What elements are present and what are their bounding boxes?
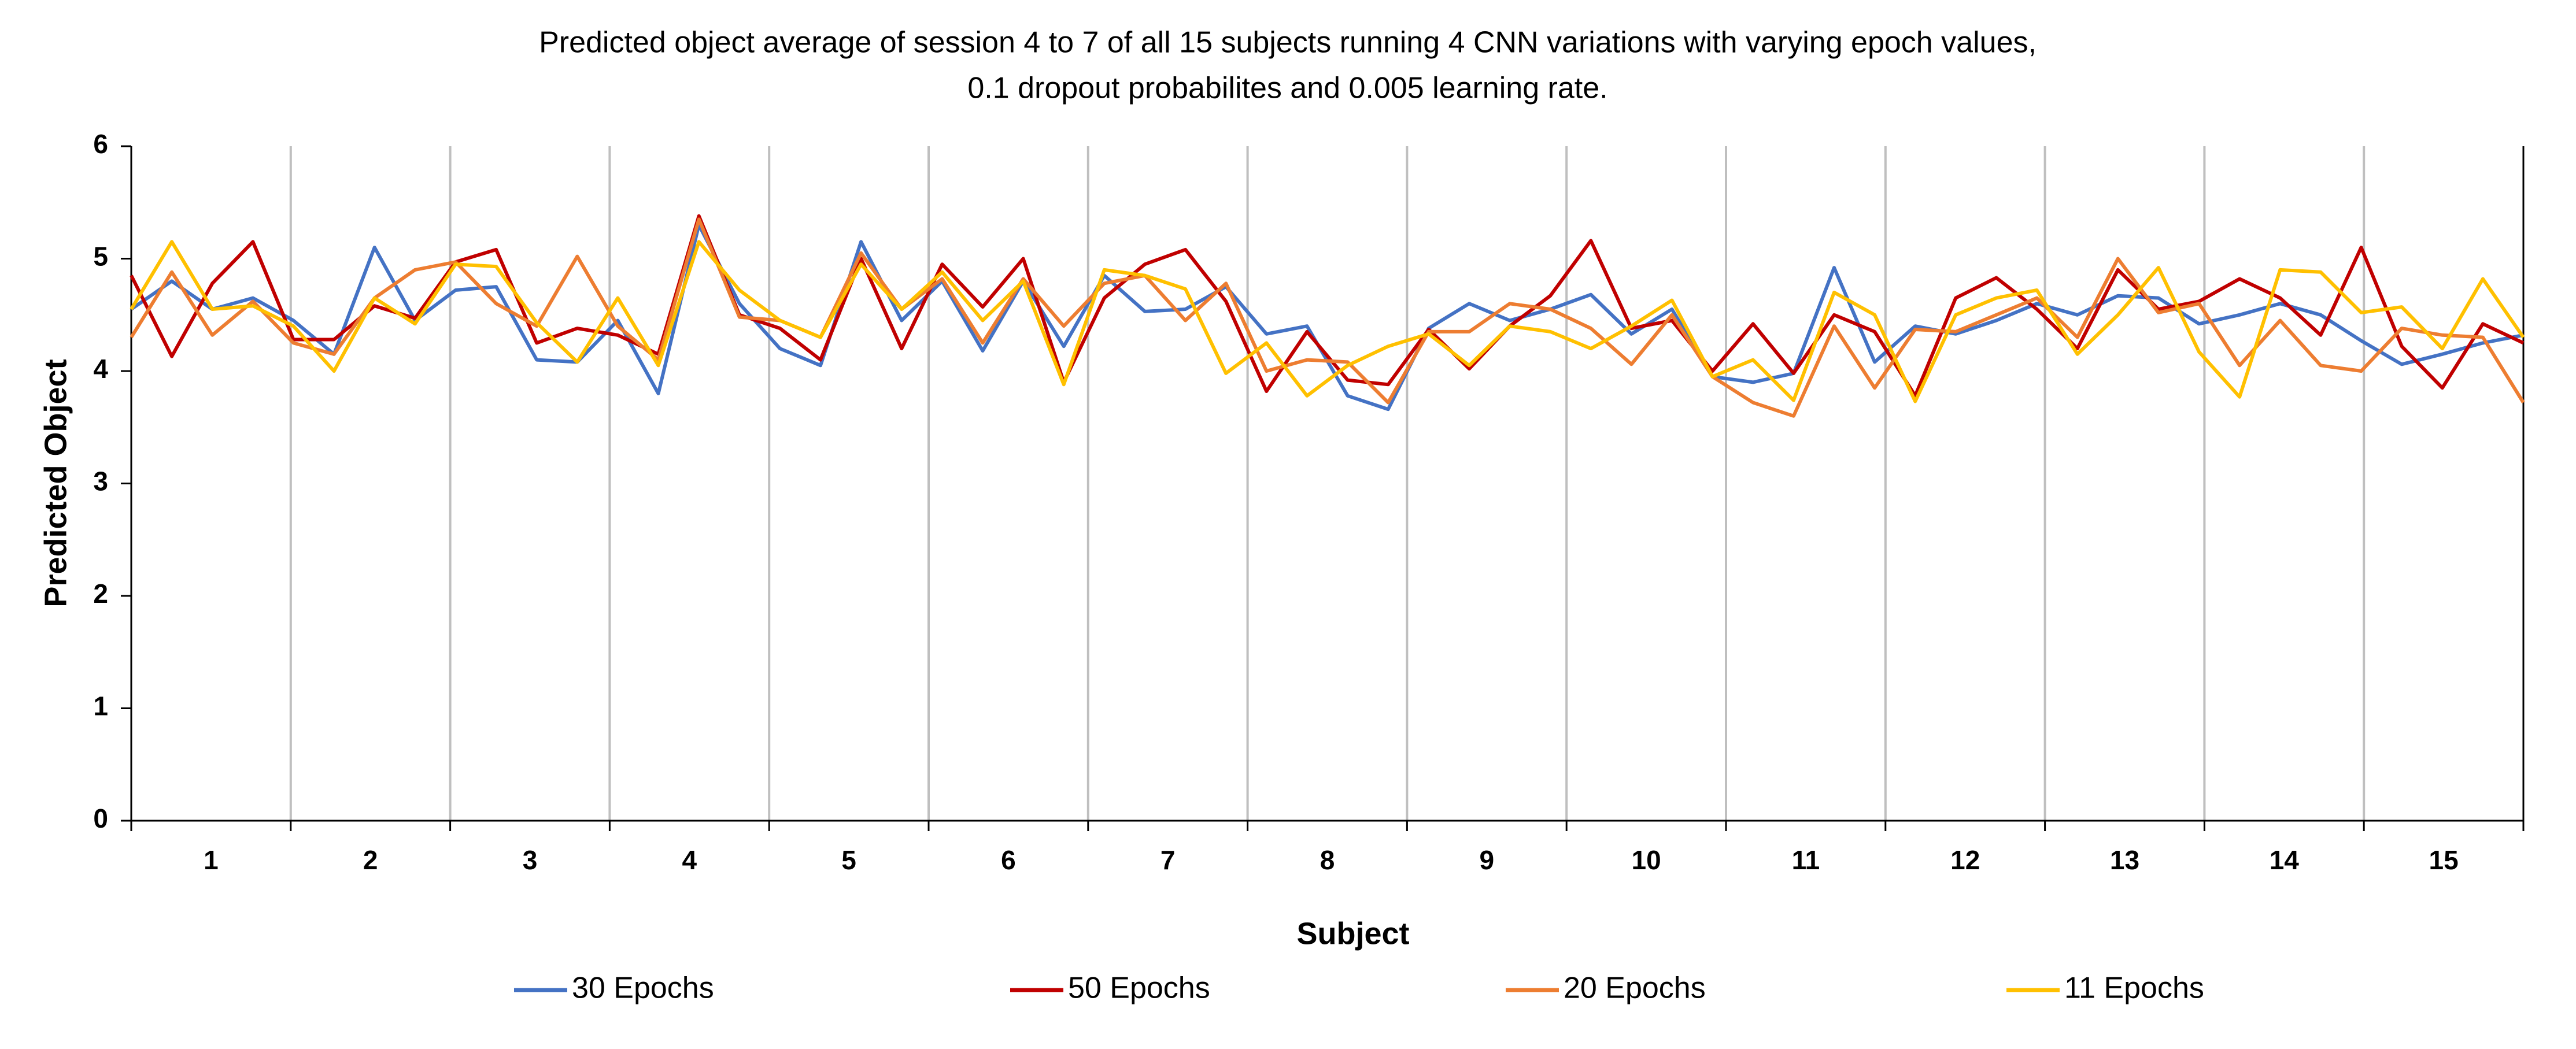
y-tick-label: 6 <box>93 129 108 159</box>
x-tick-label: 4 <box>682 845 697 875</box>
x-tick-label: 1 <box>204 845 219 875</box>
x-tick-label: 3 <box>523 845 538 875</box>
x-tick-label: 8 <box>1320 845 1335 875</box>
x-tick-label: 11 <box>1792 845 1820 875</box>
y-tick-label: 3 <box>93 466 108 496</box>
x-tick-label: 9 <box>1480 845 1495 875</box>
x-tick-label: 6 <box>1001 845 1016 875</box>
legend-label: 30 Epochs <box>572 972 714 1005</box>
series-line <box>130 217 2525 418</box>
series-line <box>130 240 2525 403</box>
x-tick-label: 14 <box>2270 845 2300 875</box>
legend-label: 20 Epochs <box>1564 972 1706 1005</box>
x-tick-label: 15 <box>2429 845 2459 875</box>
x-tick-label: 2 <box>363 845 378 875</box>
x-tick-label: 5 <box>841 845 856 875</box>
y-tick-label: 0 <box>93 803 108 833</box>
y-tick-label: 5 <box>93 242 108 272</box>
legend-label: 11 Epochs <box>2064 972 2204 1005</box>
y-axis-label: Predicted Object <box>38 359 73 607</box>
legend-label: 50 Epochs <box>1068 972 1210 1005</box>
x-tick-label: 10 <box>1632 845 1661 875</box>
x-tick-label: 13 <box>2110 845 2139 875</box>
chart-title: 0.1 dropout probabilites and 0.005 learn… <box>967 72 1607 105</box>
x-tick-label: 7 <box>1161 845 1176 875</box>
series-line <box>130 214 2525 398</box>
chart-title: Predicted object average of session 4 to… <box>539 26 2037 60</box>
y-tick-label: 2 <box>93 579 108 609</box>
y-tick-label: 1 <box>93 691 108 721</box>
x-tick-label: 12 <box>1950 845 1980 875</box>
y-tick-label: 4 <box>93 354 108 384</box>
x-axis-label: Subject <box>1296 916 1409 951</box>
